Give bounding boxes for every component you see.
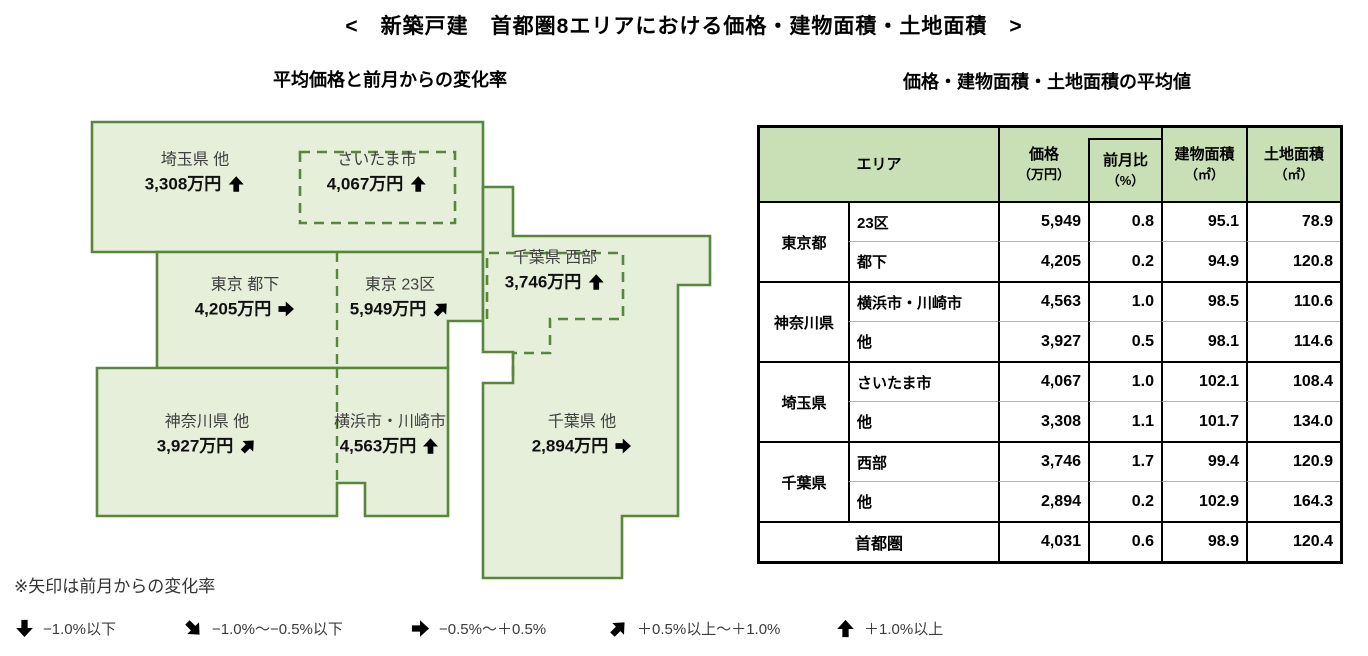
col-header-land: 土地面積 （㎡） xyxy=(1246,128,1340,201)
building-cell: 95.1 xyxy=(1161,201,1246,241)
trend-up-right-arrow-icon xyxy=(427,296,454,323)
area-cell: 他 xyxy=(848,401,998,441)
building-cell: 94.9 xyxy=(1161,241,1246,281)
price-cell: 3,746 xyxy=(998,441,1088,481)
col-header-price: 価格 （万円） xyxy=(998,128,1088,201)
price-cell: 4,205 xyxy=(998,241,1088,281)
land-cell: 120.8 xyxy=(1246,241,1340,281)
legend-item-up-right: ＋0.5%以上～＋1.0% xyxy=(606,616,781,641)
region-label-tokyo-tama: 東京 都下 4,205万円 xyxy=(195,271,296,320)
mom-cell: 1.7 xyxy=(1088,441,1161,481)
mom-cell: 1.0 xyxy=(1088,361,1161,401)
col-header-mom: 前月比 （%） xyxy=(1088,128,1161,201)
land-cell: 110.6 xyxy=(1246,281,1340,321)
table-subtitle: 価格・建物面積・土地面積の平均値 xyxy=(903,72,1191,92)
region-label-saitama-other: 埼玉県 他 3,308万円 xyxy=(145,146,246,195)
trend-up-arrow-icon xyxy=(586,273,605,292)
area-cell: 他 xyxy=(848,481,998,521)
trend-up-right-arrow-icon xyxy=(604,614,634,644)
region-label-kanagawa-other: 神奈川県 他 3,927万円 xyxy=(157,408,261,460)
building-cell: 102.9 xyxy=(1161,481,1246,521)
price-cell: 5,949 xyxy=(998,201,1088,241)
legend-label: −0.5%～＋0.5% xyxy=(439,621,547,638)
trend-up-arrow-icon xyxy=(835,618,856,639)
region-label-yokohama-kawasaki: 横浜市・川崎市 4,563万円 xyxy=(333,413,447,456)
area-cell: 都下 xyxy=(848,241,998,281)
page-title: < 新築戸建 首都圏8エリアにおける価格・建物面積・土地面積 > xyxy=(345,15,1023,38)
area-cell: 横浜市・川崎市 xyxy=(848,281,998,321)
trend-right-arrow-icon xyxy=(613,437,632,456)
legend-item-down-right: −1.0%～−0.5%以下 xyxy=(181,616,343,641)
region-label-chiba-west: 千葉県 西部 3,746万円 xyxy=(505,244,606,293)
legend-label: ＋0.5%以上～＋1.0% xyxy=(637,621,781,638)
mom-cell: 0.2 xyxy=(1088,241,1161,281)
map-shapes xyxy=(90,120,712,580)
mom-cell: 1.1 xyxy=(1088,401,1161,441)
mom-cell: 0.5 xyxy=(1088,321,1161,361)
chiba-west-dashed-box xyxy=(485,251,625,382)
land-cell: 108.4 xyxy=(1246,361,1340,401)
total-label-cell: 首都圏 xyxy=(760,521,998,561)
area-cell: 23区 xyxy=(848,201,998,241)
price-cell: 2,894 xyxy=(998,481,1088,521)
total-mom-cell: 0.6 xyxy=(1088,521,1161,561)
averages-table: エリア 価格 （万円） 前月比 （%） 建物面積 （㎡） 土地面積 （㎡） 東京… xyxy=(757,125,1343,564)
region-label-chiba-other: 千葉県 他 2,894万円 xyxy=(532,408,633,457)
legend-label: −1.0%以下 xyxy=(43,621,116,638)
trend-up-right-arrow-icon xyxy=(234,433,261,460)
col-header-building: 建物面積 （㎡） xyxy=(1161,128,1246,201)
land-cell: 120.9 xyxy=(1246,441,1340,481)
building-cell: 99.4 xyxy=(1161,441,1246,481)
land-cell: 164.3 xyxy=(1246,481,1340,521)
total-land-cell: 120.4 xyxy=(1246,521,1340,561)
saitama-city-dashed-box xyxy=(298,150,457,225)
chiba-region-shape xyxy=(481,185,712,580)
pref-cell-chiba: 千葉県 xyxy=(760,441,848,521)
trend-right-arrow-icon xyxy=(276,300,295,319)
legend-item-flat: −0.5%～＋0.5% xyxy=(410,618,546,639)
land-cell: 78.9 xyxy=(1246,201,1340,241)
area-cell: さいたま市 xyxy=(848,361,998,401)
arrow-note: ※矢印は前月からの変化率 xyxy=(14,577,216,596)
trend-up-arrow-icon xyxy=(226,175,245,194)
building-cell: 102.1 xyxy=(1161,361,1246,401)
area-map: 埼玉県 他 3,308万円 さいたま市 4,067万円 東京 都下 4,205万… xyxy=(85,112,735,592)
legend-item-up: ＋1.0%以上 xyxy=(835,618,943,639)
area-cell: 他 xyxy=(848,321,998,361)
mom-cell: 0.2 xyxy=(1088,481,1161,521)
area-cell: 西部 xyxy=(848,441,998,481)
legend-item-down: −1.0%以下 xyxy=(14,618,116,639)
trend-down-right-arrow-icon xyxy=(179,614,209,644)
price-cell: 3,308 xyxy=(998,401,1088,441)
pref-cell-kanagawa: 神奈川県 xyxy=(760,281,848,361)
pref-cell-saitama: 埼玉県 xyxy=(760,361,848,441)
region-label-saitama-city: さいたま市 4,067万円 xyxy=(327,146,428,195)
total-building-cell: 98.9 xyxy=(1161,521,1246,561)
trend-right-arrow-icon xyxy=(410,618,431,639)
map-subtitle: 平均価格と前月からの変化率 xyxy=(273,70,507,90)
land-cell: 134.0 xyxy=(1246,401,1340,441)
price-cell: 4,563 xyxy=(998,281,1088,321)
mom-cell: 1.0 xyxy=(1088,281,1161,321)
land-cell: 114.6 xyxy=(1246,321,1340,361)
trend-down-arrow-icon xyxy=(14,618,35,639)
building-cell: 98.1 xyxy=(1161,321,1246,361)
price-cell: 4,067 xyxy=(998,361,1088,401)
building-cell: 98.5 xyxy=(1161,281,1246,321)
price-cell: 3,927 xyxy=(998,321,1088,361)
pref-cell-tokyo: 東京都 xyxy=(760,201,848,281)
building-cell: 101.7 xyxy=(1161,401,1246,441)
mom-cell: 0.8 xyxy=(1088,201,1161,241)
region-label-tokyo-23: 東京 23区 5,949万円 xyxy=(350,271,454,323)
col-header-area: エリア xyxy=(760,128,998,201)
legend-label: −1.0%～−0.5%以下 xyxy=(212,621,343,638)
total-price-cell: 4,031 xyxy=(998,521,1088,561)
legend-label: ＋1.0%以上 xyxy=(864,621,944,638)
trend-up-arrow-icon xyxy=(421,437,440,456)
kanagawa-region-shape xyxy=(95,366,450,518)
trend-up-arrow-icon xyxy=(408,175,427,194)
